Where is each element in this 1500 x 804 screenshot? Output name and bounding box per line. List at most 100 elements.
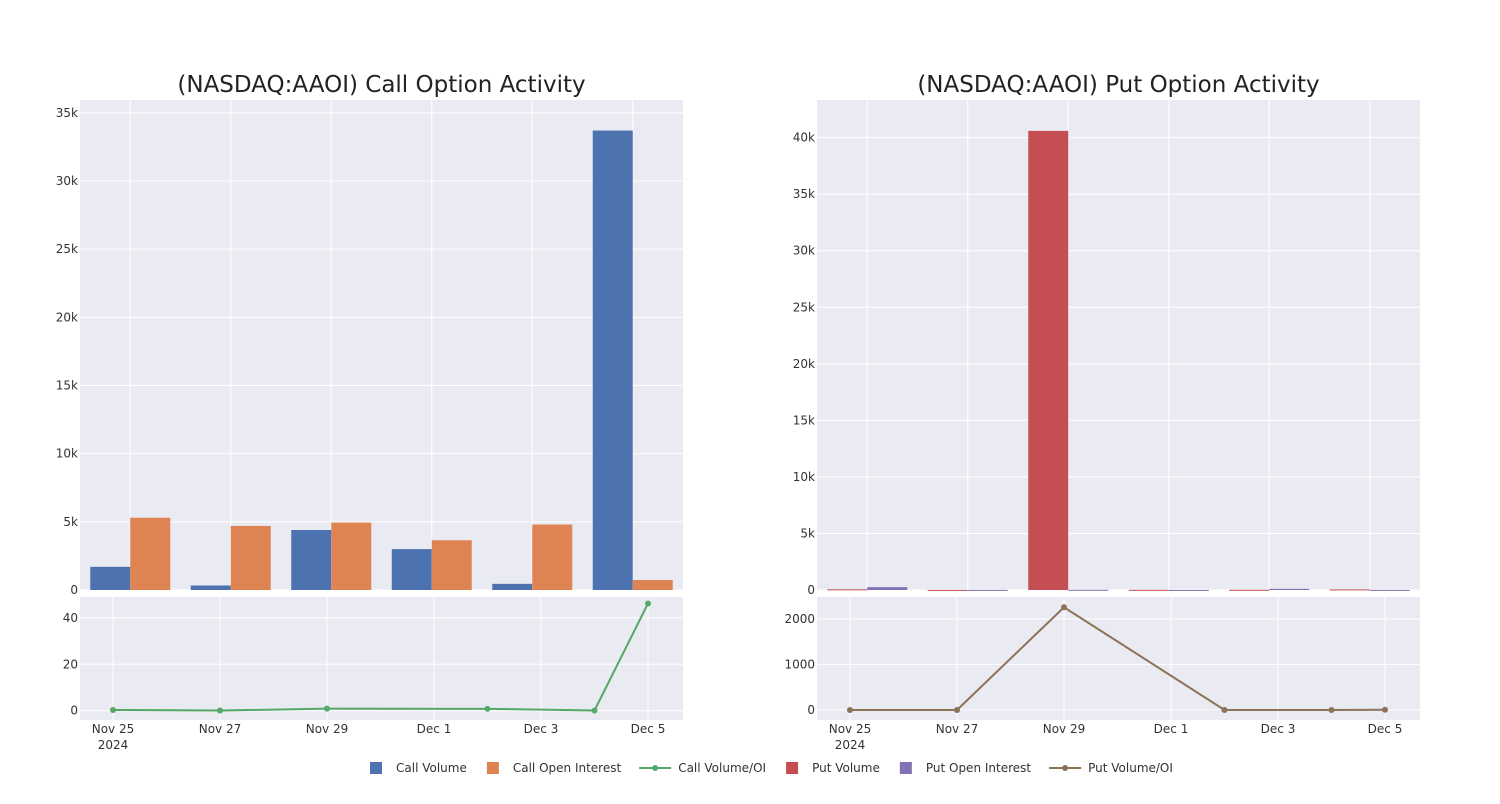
xtick-label: Dec 1: [417, 722, 452, 736]
bar-ytick-label: 5k: [800, 526, 815, 540]
legend-item[interactable]: Call Volume: [370, 761, 467, 775]
legend-label: Put Volume/OI: [1088, 761, 1173, 775]
line-point: [645, 600, 651, 607]
xtick-label: Nov 29: [306, 722, 349, 736]
bar-call-open-interest: [632, 580, 673, 590]
bar-ytick-label: 20k: [793, 357, 815, 371]
bar-ytick-label: 30k: [56, 174, 78, 188]
line-point: [1328, 706, 1335, 713]
xtick-label: Dec 3: [1261, 722, 1296, 736]
line-point: [954, 706, 960, 713]
legend-marker-icon: [652, 765, 659, 771]
bar-plot-area: [80, 100, 683, 590]
line-point: [324, 705, 330, 712]
bar-put-open-interest: [1269, 588, 1310, 590]
legend-swatch-icon: [786, 762, 799, 774]
bar-ytick-label: 10k: [56, 447, 78, 461]
bar-put-open-interest: [1168, 589, 1209, 591]
bar-ytick-label: 5k: [63, 515, 78, 529]
xtick-label: Nov 29: [1043, 722, 1086, 736]
legend-item[interactable]: Put Volume: [786, 761, 880, 775]
bar-ytick-label: 40k: [793, 131, 815, 145]
line-point: [1221, 706, 1228, 713]
bar-ytick-label: 35k: [793, 187, 815, 201]
chart-title: (NASDAQ:AAOI) Put Option Activity: [917, 72, 1319, 98]
bar-call-volume: [291, 530, 332, 590]
line-ytick-label: 0: [807, 703, 815, 717]
legend-swatch-icon: [899, 762, 912, 774]
bar-ytick-label: 0: [70, 583, 78, 597]
bar-call-volume: [90, 566, 131, 590]
bar-call-open-interest: [532, 524, 573, 590]
bar-put-open-interest: [1369, 589, 1410, 591]
legend: Call Volume Call Open Interest Call Volume…: [370, 761, 1173, 775]
xtick-label: Nov 27: [199, 722, 242, 736]
xtick-label: Dec 5: [631, 722, 666, 736]
legend-item[interactable]: Put Open Interest: [899, 761, 1032, 775]
xtick-year-label: 2024: [835, 738, 866, 752]
bar-put-open-interest: [867, 587, 908, 590]
xtick-label: Nov 25: [829, 722, 872, 736]
bar-put-volume: [1329, 589, 1370, 591]
legend-label: Call Volume/OI: [678, 761, 766, 775]
bar-call-volume: [492, 583, 533, 590]
legend-item[interactable]: Put Volume/OI: [1049, 761, 1173, 775]
line-ytick-label: 2000: [784, 612, 815, 626]
bar-ytick-label: 0: [807, 583, 815, 597]
legend-item[interactable]: Call Volume/OI: [639, 761, 766, 775]
chart-title: (NASDAQ:AAOI) Call Option Activity: [177, 72, 585, 98]
line-ytick-label: 1000: [784, 657, 815, 671]
line-point: [591, 707, 598, 714]
bar-call-open-interest: [130, 517, 171, 590]
bar-call-open-interest: [331, 522, 372, 590]
legend-label: Put Volume: [812, 761, 880, 775]
line-point: [847, 706, 853, 713]
bar-ytick-label: 15k: [793, 413, 815, 427]
xtick-label: Dec 1: [1154, 722, 1189, 736]
bar-ytick-label: 20k: [56, 310, 78, 324]
xtick-label: Dec 5: [1368, 722, 1403, 736]
bar-ytick-label: 30k: [793, 244, 815, 258]
xtick-label: Dec 3: [524, 722, 559, 736]
xtick-label: Nov 25: [92, 722, 135, 736]
xtick-label: Nov 27: [936, 722, 979, 736]
bar-put-volume: [827, 589, 868, 591]
line-series: [112, 603, 649, 712]
bar-ytick-label: 35k: [56, 106, 78, 120]
bar-call-open-interest: [431, 540, 472, 590]
bar-put-open-interest: [1068, 589, 1109, 591]
chart-panel-0: (NASDAQ:AAOI) Call Option Activity 0 5k 10k…: [56, 72, 683, 752]
bar-ytick-label: 25k: [56, 242, 78, 256]
line-point: [217, 707, 223, 714]
line-point: [1382, 706, 1388, 713]
bar-plot-area: [817, 100, 1420, 590]
line-point: [110, 706, 116, 713]
legend-label: Call Volume: [396, 761, 467, 775]
legend-marker-icon: [1062, 765, 1069, 771]
xtick-year-label: 2024: [98, 738, 129, 752]
legend-swatch-icon: [370, 762, 382, 774]
bar-call-volume: [190, 585, 231, 590]
chart-panel-1: (NASDAQ:AAOI) Put Option Activity 0 5k 10k 1…: [784, 72, 1420, 752]
bar-call-volume: [592, 130, 633, 591]
line-series: [849, 605, 1386, 711]
bar-ytick-label: 15k: [56, 378, 78, 392]
bar-put-volume: [1028, 130, 1069, 590]
bar-ytick-label: 25k: [793, 300, 815, 314]
line-ytick-label: 20: [63, 657, 78, 671]
line-ytick-label: 0: [70, 704, 78, 718]
legend-swatch-icon: [486, 762, 499, 774]
bar-put-volume: [1128, 589, 1169, 591]
legend-label: Call Open Interest: [513, 761, 622, 775]
line-plot-area: [817, 597, 1420, 720]
bar-call-open-interest: [230, 525, 271, 590]
line-point: [484, 705, 491, 712]
legend-label: Put Open Interest: [926, 761, 1032, 775]
bar-put-volume: [1229, 589, 1270, 591]
bar-ytick-label: 10k: [793, 470, 815, 484]
line-point: [1061, 604, 1067, 611]
legend-item[interactable]: Call Open Interest: [486, 761, 622, 775]
line-ytick-label: 40: [63, 611, 78, 625]
